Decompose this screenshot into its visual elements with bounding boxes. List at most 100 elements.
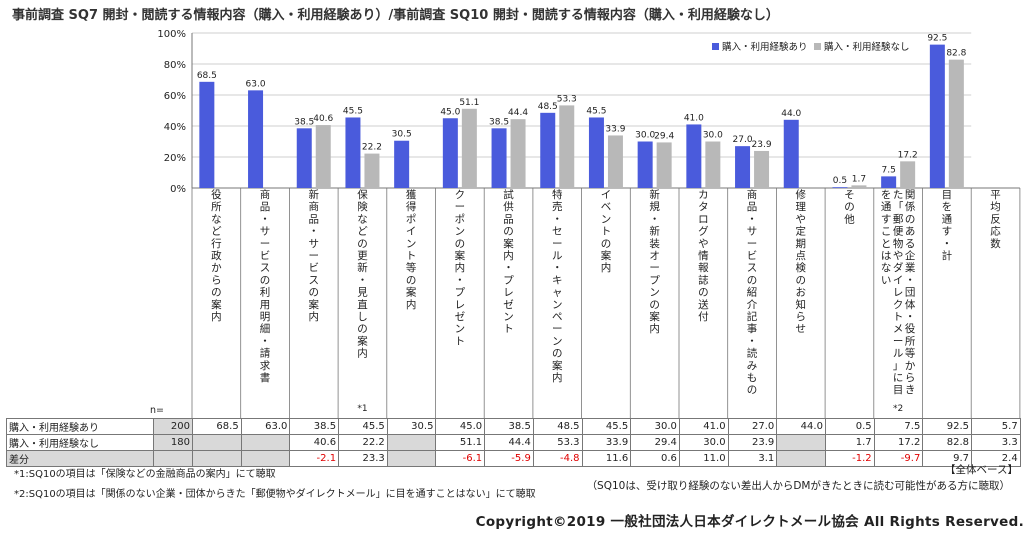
table-cell — [776, 450, 826, 467]
category-label: ン — [455, 226, 466, 238]
data-label: 30.0 — [703, 131, 723, 141]
category-label: ・ — [747, 213, 758, 225]
data-label: 29.4 — [654, 131, 674, 141]
category-label: 目 — [893, 384, 904, 396]
table-cell: 11.6 — [581, 450, 632, 467]
table-cell: 2.4 — [971, 450, 1021, 467]
table-cell: -1.2 — [824, 450, 875, 467]
category-label: 点 — [796, 250, 807, 262]
category-label: プ — [503, 274, 514, 286]
table-cell: -5.9 — [484, 450, 534, 467]
category-label: な — [211, 213, 222, 225]
table-cell: 51.1 — [435, 434, 486, 451]
bar — [248, 90, 264, 188]
bar — [948, 59, 964, 188]
category-label: ゼ — [455, 311, 466, 323]
y-tick-label: 40% — [164, 122, 186, 133]
bar — [315, 125, 331, 188]
category-label: の — [503, 226, 514, 238]
category-label: サ — [747, 226, 758, 238]
chart-title: 事前調査 SQ7 開封・閲読する情報内容（購入・利用経験あり）/事前調査 SQ1… — [12, 8, 779, 23]
category-label: ロ — [698, 213, 709, 225]
category-label: 品 — [503, 213, 514, 225]
n-label: n= — [150, 405, 164, 416]
data-label: 48.5 — [538, 102, 558, 112]
category-label: 試 — [503, 188, 514, 201]
table-cell: 1.7 — [824, 434, 875, 451]
category-label: 報 — [698, 262, 709, 274]
table-row: 購入・利用経験なし 180 40.6 22.2 51.1 44.4 53.3 33.9 29.4… — [6, 434, 1021, 451]
category-label: ゼ — [503, 299, 514, 311]
bar — [735, 146, 751, 188]
bar — [510, 119, 526, 188]
data-label: 68.5 — [197, 71, 217, 81]
category-label: は — [881, 250, 892, 262]
data-label: 51.1 — [459, 98, 479, 108]
category-label: た — [893, 189, 904, 201]
data-label: 33.9 — [605, 124, 625, 134]
table-cell: 38.5 — [484, 418, 534, 435]
category-label: 定 — [796, 225, 807, 238]
category-label: ス — [260, 262, 271, 274]
bar — [461, 108, 477, 188]
category-label: 案 — [503, 237, 514, 250]
category-label: セ — [552, 226, 563, 238]
copyright: Copyright©2019 一般社団法人日本ダイレクトメール協会 All Ri… — [475, 514, 1024, 530]
table-cell — [776, 434, 826, 451]
category-label: キ — [552, 274, 563, 286]
category-label: お — [796, 287, 807, 299]
category-label: き — [905, 384, 916, 396]
bar — [588, 117, 604, 188]
base-note: （SQ10は、受け取り経験のない差出人からDMがきたときに読む可能性がある方に聴… — [586, 480, 1010, 492]
category-label: ・ — [649, 213, 660, 225]
category-label: 案 — [309, 298, 320, 311]
category-label: な — [881, 262, 892, 274]
table-cell: 30.5 — [386, 418, 437, 435]
category-label: 用 — [260, 299, 271, 311]
category-label: 平 — [990, 189, 1001, 201]
category-label: 内 — [503, 249, 514, 262]
y-tick-label: 80% — [164, 60, 186, 71]
table-cell: 30.0 — [630, 418, 680, 435]
category-label: ル — [893, 348, 904, 360]
category-label: 内 — [406, 298, 417, 311]
category-label: ー — [552, 238, 563, 250]
category-label: 計 — [942, 249, 953, 262]
data-label: 92.5 — [927, 34, 947, 44]
table-row: 差分 -2.1 23.3 -6.1 -5.9 -4.8 11.6 0.6 11.0 3.1 -1.2… — [6, 450, 1021, 467]
y-tick-label: 100% — [157, 29, 186, 40]
category-label: ど — [357, 226, 368, 238]
category-label: ・ — [309, 226, 320, 238]
footnote-1: *1:SQ10の項目は「保険などの金融商品の案内」にて聴取 — [14, 469, 276, 480]
category-label: ス — [747, 262, 758, 274]
category-label: ら — [905, 372, 916, 384]
category-label: ビ — [747, 250, 758, 262]
category-label: ペ — [552, 311, 563, 323]
category-label: 通 — [881, 201, 892, 213]
category-label: ン — [455, 323, 466, 335]
category-label: と — [881, 238, 892, 250]
table-cell: 23.9 — [727, 434, 778, 451]
category-label: 数 — [990, 237, 1001, 250]
category-label: 供 — [503, 200, 514, 213]
table-cell: 41.0 — [678, 418, 729, 435]
base-label: 【全体ベース】 — [945, 464, 1018, 476]
bar — [851, 185, 867, 188]
category-label: イ — [893, 274, 904, 286]
category-label: を — [942, 201, 953, 213]
category-label: 企 — [905, 249, 916, 262]
data-label: 45.5 — [343, 106, 363, 116]
category-label: ・ — [455, 274, 466, 286]
category-label: ト — [406, 250, 417, 262]
category-label: 品 — [747, 201, 758, 213]
table-cell — [240, 434, 291, 451]
data-label: 44.4 — [508, 108, 528, 118]
category-label: い — [881, 274, 892, 286]
bar — [442, 118, 458, 188]
category-label: 行 — [211, 237, 222, 250]
category-label: ン — [503, 311, 514, 323]
bar — [559, 105, 575, 188]
table-cell: 17.2 — [873, 434, 924, 451]
data-label: 30.0 — [635, 131, 655, 141]
category-label: す — [881, 213, 892, 225]
